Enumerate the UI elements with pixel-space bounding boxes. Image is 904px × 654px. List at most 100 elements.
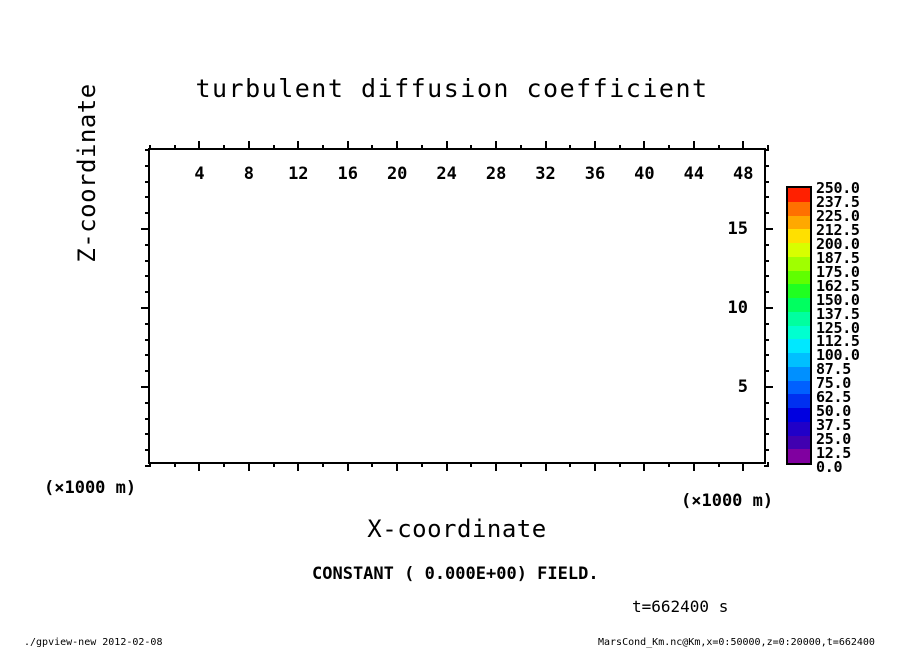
- x-minor-tick: [173, 145, 176, 150]
- colorbar-band: [788, 408, 810, 422]
- x-major-tick: [692, 462, 695, 471]
- y-minor-tick: [764, 417, 769, 420]
- x-major-tick: [445, 462, 448, 471]
- x-tick-label: 28: [485, 164, 507, 184]
- y-minor-tick: [145, 338, 150, 341]
- colorbar-tick-label: 37.5: [816, 416, 851, 435]
- colorbar-tick-label: 200.0: [816, 234, 860, 253]
- colorbar-labels: 250.0 237.5 225.0 212.5 200.0 187.5 175.0 162.5…: [816, 179, 896, 476]
- x-major-tick: [692, 141, 695, 150]
- x-minor-tick: [470, 462, 473, 467]
- x-tick-label: 12: [288, 164, 309, 184]
- x-minor-tick: [420, 462, 423, 467]
- x-axis-title: X-coordinate: [367, 515, 547, 543]
- colorbar-tick-label: 125.0: [816, 318, 860, 337]
- x-minor-tick: [569, 462, 572, 467]
- y-minor-tick: [145, 433, 150, 436]
- x-minor-tick: [272, 462, 275, 467]
- colorbar-tick-label: 25.0: [816, 430, 851, 449]
- x-major-tick: [396, 462, 399, 471]
- colorbar-tick-label: 237.5: [816, 192, 860, 211]
- x-major-tick: [593, 141, 596, 150]
- colorbar-band: [788, 366, 810, 381]
- footer-dataset-label: MarsCond_Km.nc@Km,x=0:50000,z=0:20000,t=…: [598, 637, 875, 648]
- x-tick-label: 48: [733, 164, 754, 184]
- colorbar-tick-label: 162.5: [816, 276, 860, 295]
- plot-area: 4 8 12 16 20 24 28 32 36 40 44 48 5 10 15: [141, 141, 773, 471]
- x-minor-tick: [668, 462, 671, 467]
- y-minor-tick: [764, 322, 769, 325]
- colorbar-tick-label: 225.0: [816, 206, 860, 225]
- y-minor-tick: [764, 433, 769, 436]
- y-tick-label: 10: [727, 298, 748, 318]
- colorbar-tick-label: 62.5: [816, 388, 851, 407]
- y-minor-tick: [764, 275, 769, 278]
- colorbar-tick-label: 50.0: [816, 402, 851, 421]
- x-tick-label: 44: [683, 164, 705, 184]
- y-minor-tick: [764, 243, 769, 246]
- y-major-tick: [764, 307, 773, 309]
- x-tick-label: 40: [634, 164, 655, 184]
- y-minor-tick: [145, 401, 150, 404]
- x-minor-tick: [371, 462, 374, 467]
- x-minor-tick: [767, 462, 769, 467]
- colorbar-tick-label: 250.0: [816, 179, 860, 197]
- y-major-tick: [764, 228, 773, 230]
- y-minor-tick: [145, 196, 150, 199]
- x-major-tick: [198, 141, 201, 150]
- x-minor-tick: [322, 462, 325, 467]
- y-minor-tick: [764, 449, 769, 452]
- time-note: t=662400 s: [632, 597, 729, 616]
- x-minor-tick: [519, 145, 522, 150]
- y-minor-tick: [145, 449, 150, 452]
- y-minor-tick: [145, 275, 150, 278]
- colorbar-band: [788, 311, 810, 326]
- x-minor-tick: [173, 462, 176, 467]
- colorbar-tick-label: 137.5: [816, 304, 860, 323]
- x-major-tick: [495, 462, 498, 471]
- y-minor-tick: [145, 291, 150, 294]
- colorbar-tick-label: 12.5: [816, 444, 851, 463]
- colorbar-tick-label: 100.0: [816, 346, 860, 365]
- x-tick-label: 16: [337, 164, 358, 184]
- x-minor-tick: [519, 462, 522, 467]
- colorbar-tick-label: 150.0: [816, 290, 860, 309]
- footer-command-label: ./gpview-new 2012-02-08: [24, 637, 163, 648]
- colorbar-band: [788, 243, 810, 257]
- y-major-tick: [764, 386, 773, 388]
- x-tick-label: 20: [386, 164, 408, 184]
- x-minor-tick: [618, 462, 621, 467]
- x-tick-label: 36: [584, 164, 606, 184]
- colorbar-band: [788, 339, 810, 353]
- y-minor-tick: [764, 164, 769, 167]
- x-major-tick: [445, 141, 448, 150]
- x-minor-tick: [569, 145, 572, 150]
- x-minor-tick: [371, 145, 374, 150]
- x-major-tick: [742, 462, 745, 471]
- colorbar-band: [788, 421, 810, 436]
- y-axis-unit-label: (×1000 m): [44, 478, 137, 498]
- colorbar-band: [788, 215, 810, 230]
- y-minor-tick: [764, 338, 769, 341]
- x-tick-label: 32: [535, 164, 556, 184]
- y-minor-tick: [145, 417, 150, 420]
- y-minor-tick: [145, 243, 150, 246]
- colorbar-tick-label: 187.5: [816, 248, 860, 267]
- x-major-tick: [346, 462, 349, 471]
- colorbar-tick-label: 0.0: [816, 458, 843, 476]
- x-minor-tick: [149, 145, 151, 150]
- x-minor-tick: [668, 145, 671, 150]
- x-minor-tick: [223, 462, 226, 467]
- colorbar-band: [788, 201, 810, 216]
- x-tick-label: 4: [194, 164, 205, 184]
- y-minor-tick: [764, 291, 769, 294]
- x-major-tick: [396, 141, 399, 150]
- y-minor-tick: [764, 149, 769, 151]
- y-minor-tick: [145, 322, 150, 325]
- y-minor-tick: [764, 401, 769, 404]
- x-minor-tick: [223, 145, 226, 150]
- colorbar-band: [788, 380, 810, 395]
- x-axis-unit-label: (×1000 m): [681, 491, 774, 511]
- y-minor-tick: [764, 180, 769, 183]
- colorbar-band: [788, 298, 810, 312]
